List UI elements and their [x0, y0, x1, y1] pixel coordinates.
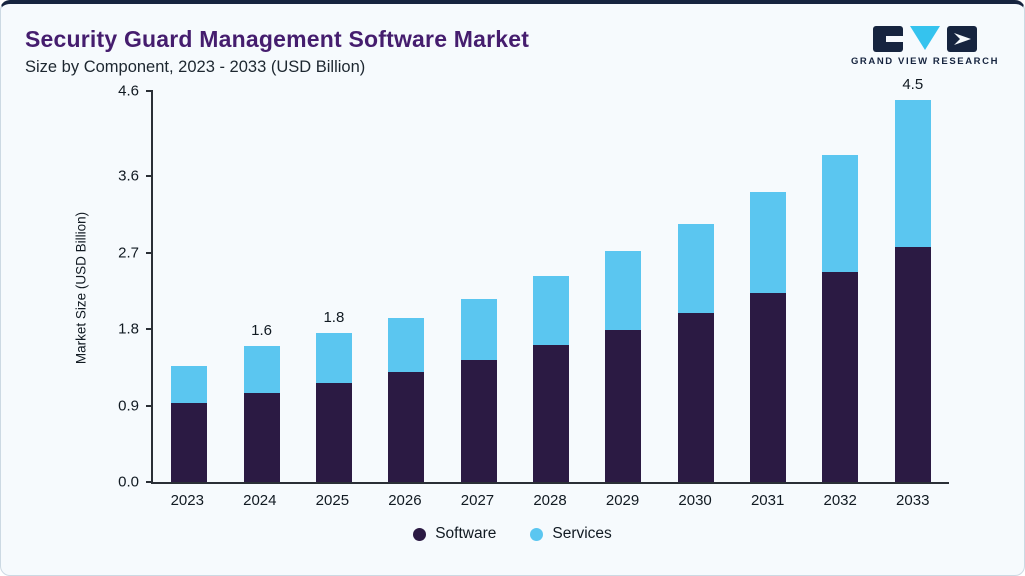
bar-segment-software — [388, 371, 425, 482]
grand-view-research-logo-icon — [873, 26, 977, 52]
x-tick-label: 2028 — [533, 492, 567, 509]
bar-segment-software — [894, 247, 931, 482]
bar-segment-software — [605, 329, 642, 482]
x-tick-label: 2032 — [823, 492, 857, 509]
bar-segment-software — [460, 359, 497, 482]
y-tick-label: 4.6 — [118, 82, 139, 100]
bar-column — [587, 91, 659, 482]
bar-column — [442, 91, 514, 482]
bar-segment-services — [460, 299, 497, 360]
stacked-bar — [532, 276, 569, 482]
stacked-bar — [750, 192, 787, 482]
legend-item-software: Software — [413, 525, 496, 543]
stacked-bar — [388, 317, 425, 482]
y-tick-label: 3.6 — [118, 167, 139, 185]
bar-segment-services — [388, 317, 425, 372]
x-tick-label: 2029 — [605, 492, 640, 509]
bar-column: 1.8 — [298, 91, 370, 482]
bar-segment-software — [532, 345, 569, 482]
bar-segment-services — [677, 223, 714, 313]
chart: Market Size (USD Billion) 1.6 1.8 4.5 0.0 0.… — [1, 76, 1024, 490]
y-tick-label: 2.7 — [118, 244, 139, 261]
bar-segment-software — [677, 312, 714, 482]
bar-segment-services — [243, 346, 280, 393]
y-axis-title: Market Size (USD Billion) — [73, 211, 89, 364]
y-tick-mark — [146, 175, 153, 177]
bar-column — [804, 91, 876, 482]
y-tick-label: 0.0 — [118, 473, 139, 491]
stacked-bar — [171, 366, 208, 482]
brand-logo: GRAND VIEW RESEARCH — [850, 26, 1000, 67]
header: Security Guard Management Software Marke… — [1, 4, 1024, 77]
stacked-bar — [605, 250, 642, 482]
legend-label-services: Services — [552, 525, 612, 542]
bar-column — [732, 91, 804, 482]
bar-column — [660, 91, 732, 482]
x-axis-labels: 2023 2024 2025 2026 2027 2028 2029 2030 2031 2032… — [151, 492, 949, 509]
bar-segment-software — [243, 392, 280, 482]
bar-segment-services — [171, 366, 208, 403]
legend-item-services: Services — [530, 525, 612, 543]
bar-segment-software — [822, 272, 859, 482]
plot-area: 1.6 1.8 4.5 0.0 0.9 1.8 2.7 3.6 4.6 — [118, 76, 949, 490]
x-tick-label: 2023 — [170, 492, 204, 509]
bar-segment-services — [894, 99, 931, 248]
bar-column — [515, 91, 587, 482]
bar-total-label: 1.6 — [251, 322, 272, 339]
bar-column: 4.5 — [877, 76, 949, 483]
legend: Software Services — [1, 525, 1024, 543]
bar-segment-services — [315, 333, 352, 384]
stacked-bar — [460, 299, 497, 482]
bar-segment-software — [171, 402, 208, 482]
y-tick-mark — [146, 404, 153, 407]
bar-segment-services — [750, 192, 787, 294]
x-tick-label: 2027 — [460, 492, 495, 509]
stacked-bar — [894, 99, 931, 483]
stacked-bar — [315, 333, 352, 482]
bar-column: 1.6 — [225, 91, 297, 482]
legend-dot-services — [530, 527, 544, 541]
y-tick-mark — [146, 481, 153, 483]
bar-total-label: 1.8 — [323, 309, 345, 327]
x-tick-label: 2031 — [750, 492, 785, 509]
legend-label-software: Software — [435, 525, 497, 542]
bar-column — [370, 91, 442, 482]
y-tick-label: 0.9 — [118, 397, 139, 414]
bar-segment-services — [605, 250, 642, 330]
page-subtitle: Size by Component, 2023 - 2033 (USD Bill… — [25, 58, 366, 76]
bar-segment-software — [750, 293, 787, 482]
y-tick-mark — [146, 328, 153, 330]
y-tick-label: 1.8 — [118, 320, 139, 338]
x-tick-label: 2030 — [678, 492, 712, 509]
legend-dot-software — [413, 527, 427, 541]
brand-name: GRAND VIEW RESEARCH — [850, 56, 1000, 67]
bar-column — [153, 91, 225, 482]
bar-total-label: 4.5 — [902, 75, 924, 93]
x-tick-label: 2026 — [388, 492, 422, 509]
x-tick-label: 2033 — [896, 492, 930, 509]
bar-segment-services — [822, 154, 859, 273]
y-tick-mark — [146, 251, 153, 254]
bar-segment-software — [315, 383, 352, 482]
x-tick-label: 2024 — [243, 492, 277, 509]
stacked-bar — [243, 346, 280, 482]
x-tick-label: 2025 — [315, 492, 350, 509]
y-tick-mark — [146, 90, 153, 92]
page-title: Security Guard Management Software Marke… — [25, 26, 530, 52]
stacked-bar — [677, 223, 714, 482]
bar-segment-services — [532, 276, 569, 346]
stacked-bar — [822, 154, 859, 482]
